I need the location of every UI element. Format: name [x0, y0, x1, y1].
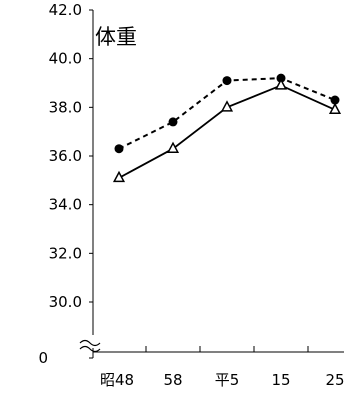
y-tick-label: 34.0 — [49, 196, 82, 214]
series-1-point — [114, 144, 124, 154]
x-tick-label: 25 — [325, 371, 344, 389]
series-2-point — [274, 78, 288, 90]
x-tick-label: 58 — [163, 371, 182, 389]
y-tick-label: 0 — [38, 349, 48, 367]
x-tick-label: 15 — [271, 371, 290, 389]
series-1-point — [276, 73, 286, 83]
y-tick-label: 40.0 — [49, 50, 82, 68]
axis-break-icon — [79, 339, 101, 353]
series-2-point — [166, 141, 180, 153]
x-axis: 昭48 58 平5 15 25 — [93, 346, 344, 389]
series-1-point — [168, 117, 178, 127]
x-tick-label: 平5 — [215, 371, 240, 389]
y-tick-label: 36.0 — [49, 147, 82, 165]
series-1-point — [330, 95, 340, 105]
x-tick-label: 昭48 — [100, 371, 134, 389]
series-1-line — [118, 77, 336, 150]
series-1-point — [222, 76, 232, 86]
y-tick-label: 32.0 — [49, 244, 82, 262]
y-tick-label: 38.0 — [49, 98, 82, 116]
y-tick-label: 42.0 — [49, 1, 82, 19]
series-2-point — [220, 100, 234, 112]
chart-title: 体重 — [95, 25, 137, 49]
series-2-point — [328, 102, 342, 115]
y-axis: 0 30.0 32.0 34.0 36.0 38.0 40.0 42.0 — [38, 1, 94, 367]
series-2-point — [112, 170, 126, 183]
y-tick-label: 30.0 — [49, 293, 82, 311]
